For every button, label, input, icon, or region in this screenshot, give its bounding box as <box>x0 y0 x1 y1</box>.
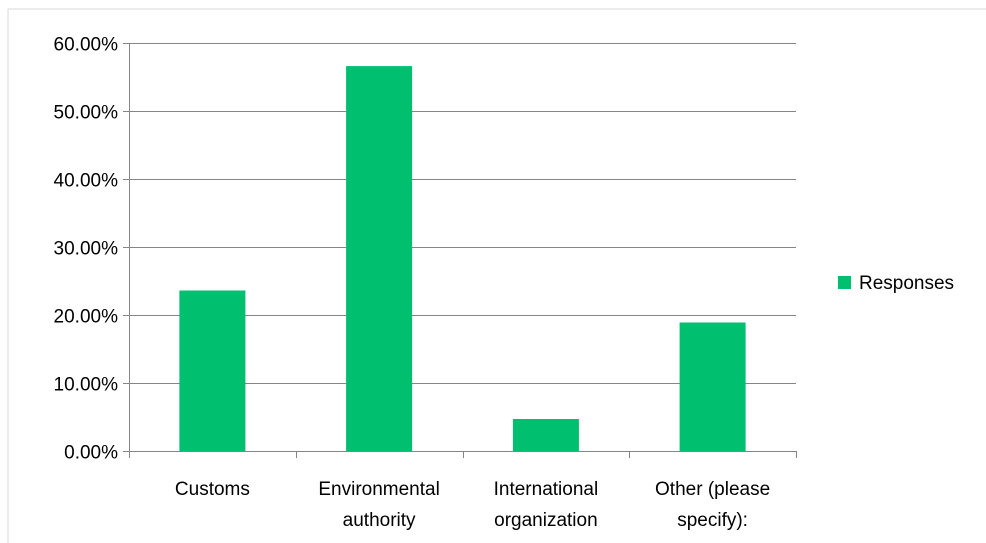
x-category-label: International <box>494 479 599 500</box>
y-tick-label: 30.00% <box>54 239 119 260</box>
legend-label: Responses <box>859 273 954 294</box>
bar <box>512 419 579 451</box>
bar <box>179 290 246 451</box>
y-tick-label: 10.00% <box>54 375 119 396</box>
y-axis: 0.00% 10.00% 20.00% 30.00% 40.00% 50.00% 60.00… <box>54 35 130 464</box>
y-tick-label: 50.00% <box>54 103 119 124</box>
y-tick-label: 20.00% <box>54 307 119 328</box>
x-category-label: Other (please <box>655 479 770 500</box>
y-tick-label: 40.00% <box>54 171 119 192</box>
legend: Responses <box>838 273 954 294</box>
bars <box>179 66 746 451</box>
x-axis: Customs Environmental authority Internation… <box>129 451 797 531</box>
bar <box>346 66 413 451</box>
bar <box>679 322 746 451</box>
x-category-label: specify): <box>677 510 748 531</box>
x-category-label: organization <box>494 510 598 531</box>
x-category-label: Customs <box>175 479 250 500</box>
chart-border <box>7 8 986 543</box>
x-category-label: Environmental <box>318 479 439 500</box>
x-category-label: authority <box>343 510 416 531</box>
y-tick-label: 0.00% <box>64 443 118 464</box>
y-tick-label: 60.00% <box>54 35 119 56</box>
legend-swatch <box>838 276 851 289</box>
